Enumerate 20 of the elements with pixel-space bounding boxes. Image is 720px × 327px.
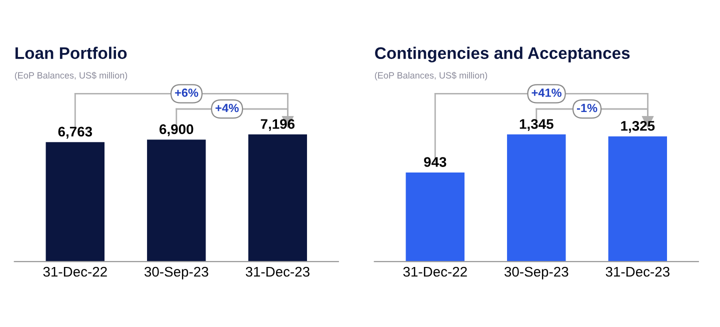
text: -1% [576, 104, 598, 112]
chart-title: Loan Portfolio [16, 46, 127, 60]
data-label: 6,900 [160, 124, 194, 136]
text: +4% [216, 104, 239, 112]
data-label: 7,196 [260, 119, 295, 131]
chart-subtitle: (EoP Balances, US$ million) [374, 72, 488, 80]
chart-title: Contingencies and Acceptances [375, 46, 630, 62]
x-tick-label: 31-Dec-23 [246, 266, 310, 277]
data-label: 6,763 [58, 126, 92, 139]
chart-subtitle: (EoP Balances, US$ million) [14, 72, 128, 80]
x-tick-label: 31-Dec-23 [606, 266, 670, 277]
text: +41% [532, 88, 562, 97]
x-tick-label: 31-Dec-22 [43, 266, 107, 277]
x-tick-label: 31-Dec-22 [403, 266, 467, 277]
data-label: 943 [424, 157, 446, 167]
data-label: 1,325 [621, 120, 655, 133]
x-tick-label: 30-Sep-23 [504, 266, 568, 280]
data-label: 1,345 [520, 119, 554, 131]
text: +6% [175, 88, 198, 97]
x-tick-label: 30-Sep-23 [144, 266, 208, 280]
